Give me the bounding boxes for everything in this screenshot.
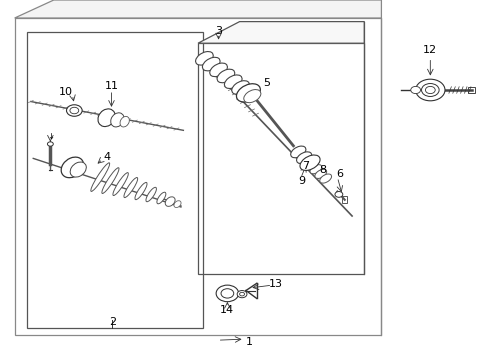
Text: 3: 3 [215,26,222,36]
Circle shape [425,86,434,94]
Ellipse shape [102,168,119,193]
Bar [468,87,474,93]
Bar [15,18,381,335]
Circle shape [70,107,79,114]
Ellipse shape [135,183,147,200]
Text: 4: 4 [103,152,110,162]
Text: 13: 13 [269,279,283,289]
Circle shape [410,86,420,94]
Text: 14: 14 [220,305,234,315]
Text: 9: 9 [298,176,305,186]
Text: 7: 7 [302,161,308,171]
Text: 1: 1 [245,337,252,347]
Text: 6: 6 [336,169,343,179]
Text: ↓: ↓ [47,132,54,141]
Bar [342,196,346,203]
Text: 2: 2 [109,317,116,327]
Ellipse shape [157,192,165,204]
Text: 10: 10 [59,87,73,97]
Ellipse shape [309,165,321,174]
Ellipse shape [98,109,115,127]
Polygon shape [198,22,364,43]
Text: 12: 12 [423,45,436,55]
Ellipse shape [202,57,220,71]
Circle shape [221,289,233,298]
Ellipse shape [299,155,320,170]
Ellipse shape [110,113,124,127]
Ellipse shape [70,162,86,177]
Ellipse shape [296,152,311,163]
Circle shape [237,291,246,298]
Circle shape [415,79,444,101]
Ellipse shape [195,51,213,65]
Ellipse shape [302,158,317,169]
Ellipse shape [123,177,138,198]
Ellipse shape [217,69,234,83]
Ellipse shape [319,174,331,183]
Circle shape [66,105,82,116]
Ellipse shape [231,81,249,94]
Ellipse shape [290,146,305,158]
Ellipse shape [244,90,260,103]
Circle shape [334,192,342,197]
Ellipse shape [165,197,175,206]
Ellipse shape [120,116,129,127]
Ellipse shape [209,63,227,77]
Circle shape [216,285,238,302]
Text: 8: 8 [319,165,325,175]
Ellipse shape [145,187,156,202]
Ellipse shape [113,173,128,195]
Ellipse shape [61,157,83,178]
Bar [27,32,203,328]
Ellipse shape [314,169,326,179]
Ellipse shape [174,201,181,207]
Circle shape [421,84,438,96]
Circle shape [239,292,244,296]
Text: 11: 11 [104,81,118,91]
Bar [198,43,364,274]
Circle shape [47,142,53,146]
Ellipse shape [236,84,260,102]
Polygon shape [15,0,381,18]
Text: 5: 5 [263,78,269,88]
Ellipse shape [91,163,109,192]
Ellipse shape [224,75,242,89]
